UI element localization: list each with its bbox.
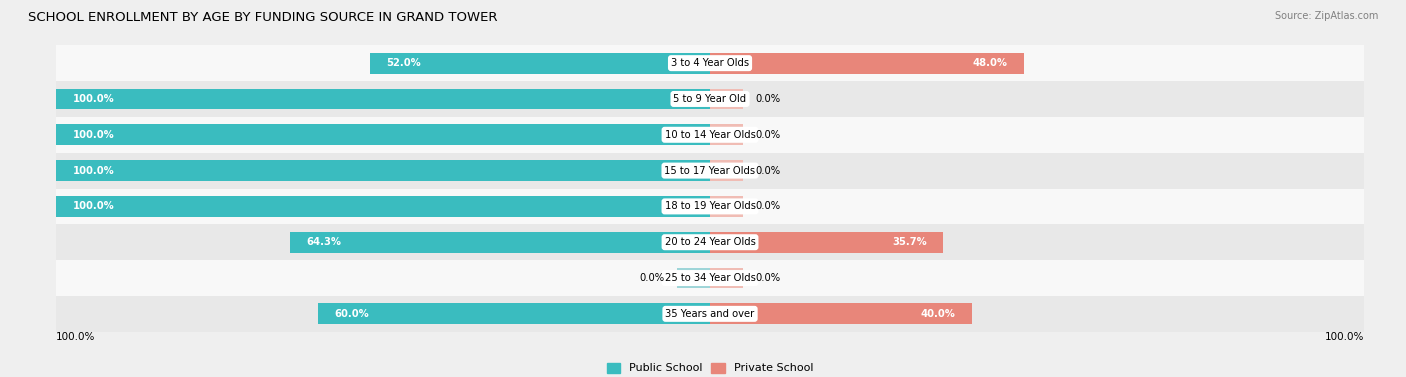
Text: 48.0%: 48.0% — [973, 58, 1008, 68]
Text: 35 Years and over: 35 Years and over — [665, 309, 755, 319]
Text: 100.0%: 100.0% — [73, 130, 114, 140]
Text: 40.0%: 40.0% — [921, 309, 955, 319]
Text: 5 to 9 Year Old: 5 to 9 Year Old — [673, 94, 747, 104]
Bar — [56, 196, 710, 217]
Bar — [56, 117, 1364, 153]
Text: 3 to 4 Year Olds: 3 to 4 Year Olds — [671, 58, 749, 68]
Bar — [56, 81, 1364, 117]
Bar — [710, 89, 742, 109]
Bar — [56, 89, 710, 109]
Text: 0.0%: 0.0% — [640, 273, 664, 283]
Text: 15 to 17 Year Olds: 15 to 17 Year Olds — [665, 166, 755, 176]
Text: 0.0%: 0.0% — [756, 94, 780, 104]
Bar — [290, 232, 710, 253]
Text: 25 to 34 Year Olds: 25 to 34 Year Olds — [665, 273, 755, 283]
Text: 0.0%: 0.0% — [756, 130, 780, 140]
Text: SCHOOL ENROLLMENT BY AGE BY FUNDING SOURCE IN GRAND TOWER: SCHOOL ENROLLMENT BY AGE BY FUNDING SOUR… — [28, 11, 498, 24]
Text: 100.0%: 100.0% — [1324, 332, 1364, 342]
Bar — [56, 160, 710, 181]
Text: 18 to 19 Year Olds: 18 to 19 Year Olds — [665, 201, 755, 211]
Text: 100.0%: 100.0% — [56, 332, 96, 342]
Bar — [56, 296, 1364, 332]
Bar — [56, 224, 1364, 260]
Text: Source: ZipAtlas.com: Source: ZipAtlas.com — [1274, 11, 1378, 21]
Bar — [710, 160, 742, 181]
Bar — [56, 153, 1364, 188]
Bar — [56, 260, 1364, 296]
Bar — [56, 124, 710, 145]
Text: 20 to 24 Year Olds: 20 to 24 Year Olds — [665, 237, 755, 247]
Bar — [710, 268, 742, 288]
Text: 10 to 14 Year Olds: 10 to 14 Year Olds — [665, 130, 755, 140]
Text: 52.0%: 52.0% — [387, 58, 422, 68]
Bar — [710, 124, 742, 145]
Text: 100.0%: 100.0% — [73, 201, 114, 211]
Bar — [56, 188, 1364, 224]
Text: 35.7%: 35.7% — [893, 237, 927, 247]
Bar — [710, 53, 1024, 74]
Text: 64.3%: 64.3% — [307, 237, 342, 247]
Bar — [56, 45, 1364, 81]
Bar — [710, 196, 742, 217]
Text: 100.0%: 100.0% — [73, 94, 114, 104]
Bar — [370, 53, 710, 74]
Text: 100.0%: 100.0% — [73, 166, 114, 176]
Legend: Public School, Private School: Public School, Private School — [602, 358, 818, 377]
Bar — [318, 303, 710, 324]
Bar — [710, 303, 972, 324]
Text: 0.0%: 0.0% — [756, 201, 780, 211]
Bar — [710, 232, 943, 253]
Text: 0.0%: 0.0% — [756, 273, 780, 283]
Bar — [678, 268, 710, 288]
Text: 60.0%: 60.0% — [335, 309, 368, 319]
Text: 0.0%: 0.0% — [756, 166, 780, 176]
